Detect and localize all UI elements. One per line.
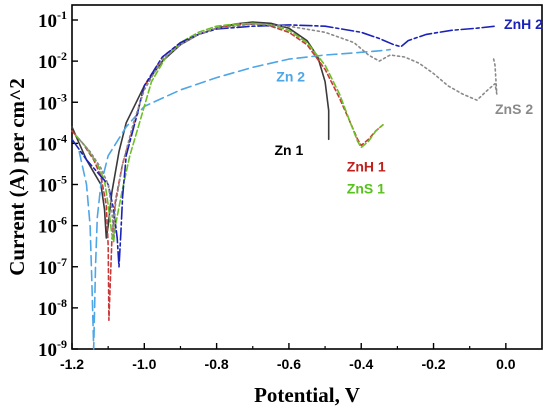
y-tick-label: 10-8 [38,296,67,320]
x-tick-label: -1.2 [60,356,84,372]
y-tick-label: 10-2 [38,49,67,73]
annotation-znh-1: ZnH 1 [347,158,386,174]
series-zns-2 [78,23,498,239]
series-layer [71,21,498,350]
y-axis-label: Current (A) per cm^2 [5,78,29,275]
x-tick-label: -0.6 [277,356,301,372]
y-tick-label: 10-7 [38,255,67,279]
y-tick-label: 10-3 [38,90,67,114]
y-tick-label: 10-4 [38,131,67,155]
annotation-zns-1: ZnS 1 [347,181,385,197]
annotation-layer: ZnH 2 Zn 2 ZnS 2 Zn 1 ZnH 1 ZnS 1 [274,16,543,197]
x-tick-label: -1.0 [132,356,156,372]
y-tick-label: 10-1 [38,8,67,32]
x-tick-label: -0.2 [421,356,445,372]
ticks-layer: -1.2 -1.0 -0.8 -0.6 -0.4 -0.2 0.0 10-1 10-2 10-3 1… [38,8,516,372]
annotation-zn-2: Zn 2 [276,69,305,85]
x-tick-label: -0.8 [205,356,229,372]
x-axis-label: Potential, V [254,383,360,407]
series-znh-1 [71,23,384,321]
plot-frame [71,4,543,350]
annotation-znh-2: ZnH 2 [504,16,543,32]
y-tick-label: 10-6 [38,214,67,238]
y-tick-label: 10-9 [38,337,67,361]
x-tick-label: 0.0 [496,356,516,372]
annotation-zn-1: Zn 1 [274,142,303,158]
series-zns-1 [74,22,384,243]
annotation-zns-2: ZnS 2 [495,101,533,117]
y-tick-label: 10-5 [38,173,67,197]
series-znh-2 [71,24,496,268]
x-tick-label: -0.4 [349,356,373,372]
series-zn-2 [78,48,391,350]
